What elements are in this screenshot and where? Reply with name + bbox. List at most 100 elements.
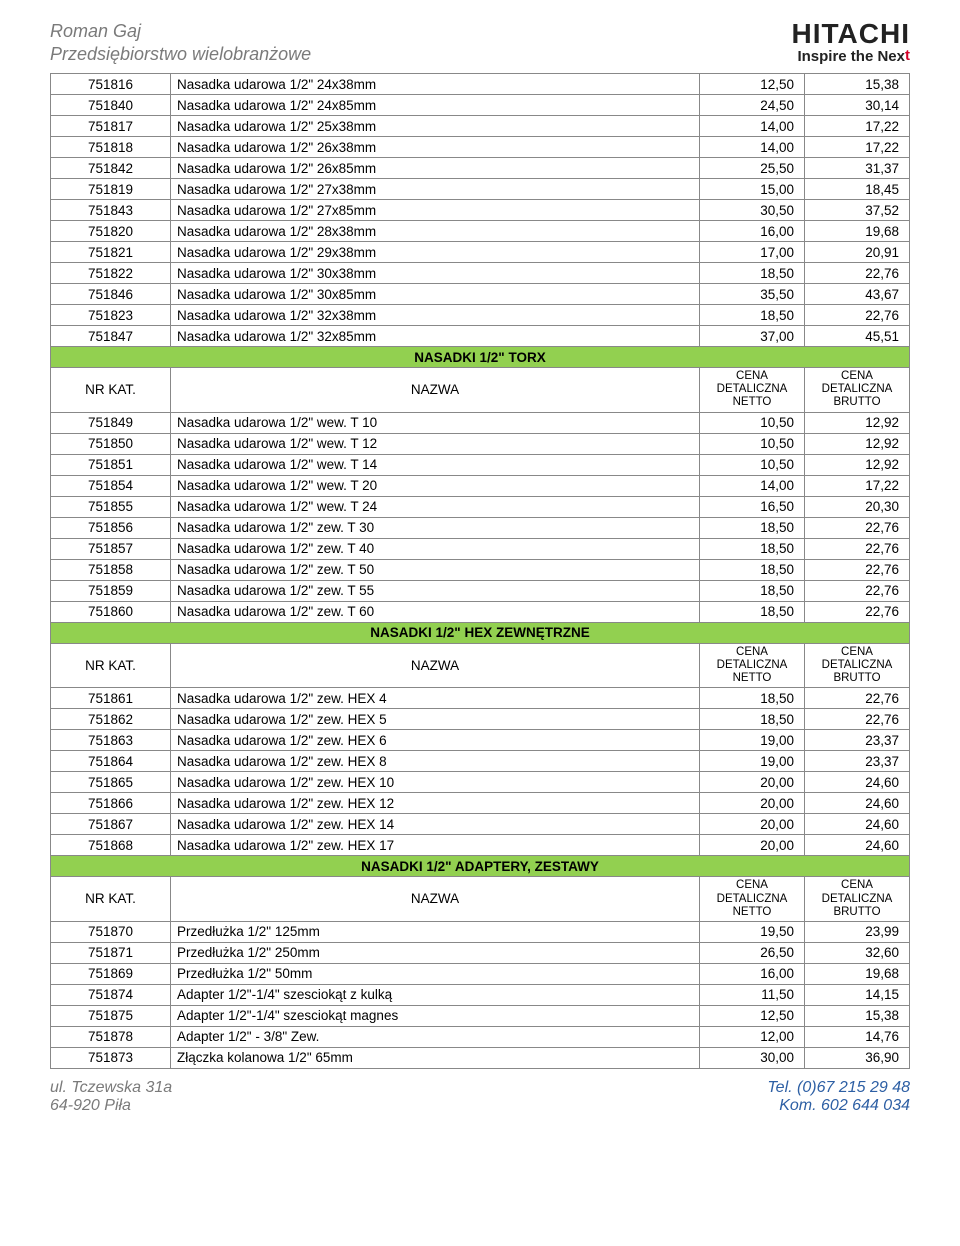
footer-phone-line1: Tel. (0)67 215 29 48: [767, 1079, 910, 1097]
cell-gross: 18,45: [805, 179, 910, 200]
cell-gross: 19,68: [805, 221, 910, 242]
cell-gross: 32,60: [805, 942, 910, 963]
cell-net: 18,50: [700, 305, 805, 326]
cell-desc: Nasadka udarowa 1/2" wew. T 10: [171, 412, 700, 433]
col-kat: NR KAT.: [51, 877, 171, 922]
cell-code: 751863: [51, 730, 171, 751]
table-row: 751840Nasadka udarowa 1/2" 24x85mm24,503…: [51, 95, 910, 116]
table-row: 751870Przedłużka 1/2" 125mm19,5023,99: [51, 921, 910, 942]
cell-desc: Adapter 1/2" - 3/8" Zew.: [171, 1026, 700, 1047]
cell-net: 19,50: [700, 921, 805, 942]
table-row: 751874Adapter 1/2"-1/4" szesciokąt z kul…: [51, 984, 910, 1005]
cell-net: 14,00: [700, 475, 805, 496]
section-band: NASADKI 1/2" ADAPTERY, ZESTAWY: [51, 856, 910, 877]
cell-code: 751847: [51, 326, 171, 347]
cell-net: 12,00: [700, 1026, 805, 1047]
cell-net: 18,50: [700, 709, 805, 730]
cell-gross: 24,60: [805, 772, 910, 793]
cell-desc: Adapter 1/2"-1/4" szesciokąt magnes: [171, 1005, 700, 1026]
company-block: Roman Gaj Przedsiębiorstwo wielobranżowe: [50, 20, 311, 65]
section-title: NASADKI 1/2" HEX ZEWNĘTRZNE: [51, 622, 910, 643]
table-row: 751849Nasadka udarowa 1/2" wew. T 1010,5…: [51, 412, 910, 433]
cell-code: 751858: [51, 559, 171, 580]
cell-desc: Nasadka udarowa 1/2" 24x38mm: [171, 74, 700, 95]
cell-code: 751854: [51, 475, 171, 496]
table-row: 751819Nasadka udarowa 1/2" 27x38mm15,001…: [51, 179, 910, 200]
cell-code: 751862: [51, 709, 171, 730]
cell-net: 30,50: [700, 200, 805, 221]
cell-code: 751856: [51, 517, 171, 538]
col-netto: CENADETALICZNANETTO: [700, 643, 805, 688]
cell-desc: Nasadka udarowa 1/2" zew. HEX 10: [171, 772, 700, 793]
cell-code: 751873: [51, 1047, 171, 1068]
cell-desc: Nasadka udarowa 1/2" zew. HEX 17: [171, 835, 700, 856]
cell-net: 14,00: [700, 137, 805, 158]
table-row: 751821Nasadka udarowa 1/2" 29x38mm17,002…: [51, 242, 910, 263]
cell-gross: 31,37: [805, 158, 910, 179]
cell-code: 751871: [51, 942, 171, 963]
cell-code: 751820: [51, 221, 171, 242]
table-row: 751875Adapter 1/2"-1/4" szesciokąt magne…: [51, 1005, 910, 1026]
table-row: 751861Nasadka udarowa 1/2" zew. HEX 418,…: [51, 688, 910, 709]
cell-desc: Nasadka udarowa 1/2" zew. HEX 14: [171, 814, 700, 835]
cell-net: 12,50: [700, 74, 805, 95]
brand-tagline-accent: t: [905, 47, 910, 64]
cell-desc: Nasadka udarowa 1/2" 24x85mm: [171, 95, 700, 116]
cell-net: 10,50: [700, 433, 805, 454]
cell-code: 751868: [51, 835, 171, 856]
cell-net: 20,00: [700, 793, 805, 814]
col-brutto: CENADETALICZNABRUTTO: [805, 643, 910, 688]
table-row: 751823Nasadka udarowa 1/2" 32x38mm18,502…: [51, 305, 910, 326]
page: Roman Gaj Przedsiębiorstwo wielobranżowe…: [0, 0, 960, 1135]
page-header: Roman Gaj Przedsiębiorstwo wielobranżowe…: [50, 20, 910, 65]
cell-gross: 24,60: [805, 835, 910, 856]
table-row: 751860Nasadka udarowa 1/2" zew. T 6018,5…: [51, 601, 910, 622]
cell-desc: Przedłużka 1/2" 50mm: [171, 963, 700, 984]
table-row: 751820Nasadka udarowa 1/2" 28x38mm16,001…: [51, 221, 910, 242]
cell-gross: 17,22: [805, 475, 910, 496]
cell-net: 19,00: [700, 730, 805, 751]
page-footer: ul. Tczewska 31a 64-920 Piła Tel. (0)67 …: [50, 1079, 910, 1115]
cell-net: 24,50: [700, 95, 805, 116]
cell-desc: Nasadka udarowa 1/2" zew. T 60: [171, 601, 700, 622]
cell-net: 11,50: [700, 984, 805, 1005]
cell-net: 15,00: [700, 179, 805, 200]
table-row: 751869Przedłużka 1/2" 50mm16,0019,68: [51, 963, 910, 984]
cell-desc: Nasadka udarowa 1/2" zew. HEX 6: [171, 730, 700, 751]
cell-gross: 22,76: [805, 263, 910, 284]
footer-right: Tel. (0)67 215 29 48 Kom. 602 644 034: [767, 1079, 910, 1115]
table-row: 751867Nasadka udarowa 1/2" zew. HEX 1420…: [51, 814, 910, 835]
table-row: 751864Nasadka udarowa 1/2" zew. HEX 819,…: [51, 751, 910, 772]
cell-net: 18,50: [700, 559, 805, 580]
cell-gross: 24,60: [805, 793, 910, 814]
cell-gross: 22,76: [805, 601, 910, 622]
cell-code: 751816: [51, 74, 171, 95]
cell-net: 20,00: [700, 835, 805, 856]
table-row: 751854Nasadka udarowa 1/2" wew. T 2014,0…: [51, 475, 910, 496]
footer-address-line1: ul. Tczewska 31a: [50, 1079, 172, 1097]
col-brutto: CENADETALICZNABRUTTO: [805, 368, 910, 413]
cell-net: 37,00: [700, 326, 805, 347]
brand-word: HITACHI: [792, 20, 910, 48]
column-header-row: NR KAT.NAZWACENADETALICZNANETTOCENADETAL…: [51, 877, 910, 922]
cell-gross: 12,92: [805, 433, 910, 454]
cell-gross: 45,51: [805, 326, 910, 347]
cell-code: 751849: [51, 412, 171, 433]
cell-code: 751855: [51, 496, 171, 517]
cell-code: 751846: [51, 284, 171, 305]
table-row: 751873Złączka kolanowa 1/2" 65mm30,0036,…: [51, 1047, 910, 1068]
cell-desc: Nasadka udarowa 1/2" 28x38mm: [171, 221, 700, 242]
company-name-line2: Przedsiębiorstwo wielobranżowe: [50, 43, 311, 66]
cell-gross: 22,76: [805, 709, 910, 730]
col-brutto: CENADETALICZNABRUTTO: [805, 877, 910, 922]
cell-code: 751864: [51, 751, 171, 772]
cell-code: 751865: [51, 772, 171, 793]
cell-net: 30,00: [700, 1047, 805, 1068]
table-row: 751847Nasadka udarowa 1/2" 32x85mm37,004…: [51, 326, 910, 347]
cell-desc: Złączka kolanowa 1/2" 65mm: [171, 1047, 700, 1068]
cell-code: 751850: [51, 433, 171, 454]
cell-gross: 24,60: [805, 814, 910, 835]
cell-gross: 12,92: [805, 454, 910, 475]
cell-net: 19,00: [700, 751, 805, 772]
cell-desc: Nasadka udarowa 1/2" 30x85mm: [171, 284, 700, 305]
